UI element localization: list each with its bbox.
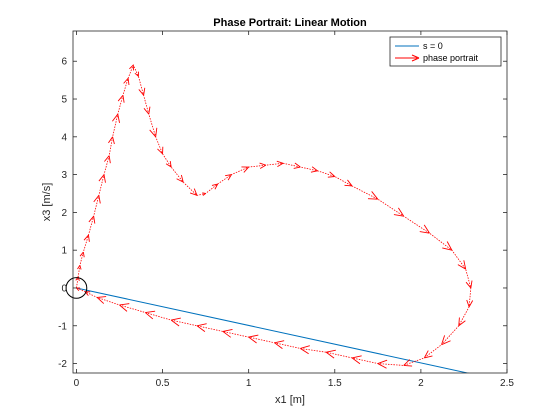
phase-arrowhead [189, 188, 198, 196]
phase-arrowhead [149, 127, 158, 138]
y-axis-label: x3 [m/s] [41, 183, 53, 222]
phase-arrowhead [176, 174, 184, 183]
phase-arrowhead [327, 171, 336, 178]
phase-arrowhead [145, 310, 156, 320]
y-tick-label: 5 [61, 95, 67, 106]
phase-arrowhead [119, 303, 130, 312]
phase-arrowhead [248, 334, 259, 344]
phase-arrowhead [83, 234, 90, 242]
phase-arrowhead [76, 287, 81, 291]
phase-arrowhead [170, 317, 181, 327]
phase-arrowhead [457, 260, 467, 270]
phase-arrowhead [104, 155, 111, 164]
phase-arrowhead [88, 215, 96, 224]
x-tick-label: 0.5 [156, 378, 170, 389]
phase-arrowhead [98, 174, 106, 183]
y-tick-label: 3 [61, 170, 67, 181]
phase-arrowhead [310, 166, 318, 173]
phase-arrowhead [157, 146, 164, 155]
y-tick-label: 2 [61, 208, 67, 219]
y-tick-label: 0 [61, 283, 67, 294]
phase-arrowhead [419, 224, 430, 234]
phase-arrowhead [211, 183, 219, 190]
phase-arrowhead [112, 113, 120, 123]
y-tick-label: -2 [58, 359, 67, 370]
phase-arrowhead [458, 317, 466, 327]
phase-arrowhead [403, 359, 413, 367]
series-layer [65, 63, 474, 373]
phase-arrowhead [196, 323, 207, 333]
legend-box [389, 36, 502, 67]
y-tick-label: 6 [61, 57, 67, 68]
phase-arrowhead [123, 77, 130, 86]
phase-arrowhead [241, 166, 250, 173]
phase-arrowhead [423, 350, 433, 359]
x-tick-label: 0 [74, 378, 80, 389]
phase-arrowhead [325, 349, 336, 359]
origin-circle-marker [65, 277, 88, 299]
x-tick-label: 2.5 [500, 378, 514, 389]
legend-label-phase: phase portrait [423, 53, 479, 63]
phase-arrowhead [134, 71, 139, 77]
y-tick-label: -1 [58, 321, 67, 332]
phase-arrowhead [465, 280, 473, 289]
phase-arrowhead [96, 296, 107, 304]
plot-area [73, 31, 507, 373]
x-tick-label: 1.5 [328, 378, 342, 389]
phase-arrowhead [93, 195, 101, 204]
phase-arrowhead [259, 162, 267, 169]
axes-box [72, 30, 508, 374]
phase-arrowhead [143, 106, 151, 115]
x-axis-label: x1 [m] [275, 394, 305, 406]
legend-swatch-phase-arrowhead [411, 54, 420, 62]
phase-arrowhead [108, 136, 115, 145]
phase-arrowhead [293, 162, 301, 169]
chart-title: Phase Portrait: Linear Motion [213, 17, 367, 29]
x-tick-label: 1 [246, 378, 252, 389]
series-s0-line [76, 287, 470, 373]
phase-arrowhead [377, 359, 388, 369]
phase-arrowhead [274, 340, 285, 350]
series-group [75, 63, 474, 373]
phase-arrowhead [367, 191, 379, 200]
phase-arrowhead [300, 345, 310, 355]
legend: s = 0 phase portrait [389, 36, 502, 67]
phase-arrowhead [117, 94, 125, 103]
phase-arrowhead [276, 160, 284, 168]
phase-arrowhead [442, 241, 453, 251]
phase-arrowhead [77, 265, 82, 270]
phase-arrowhead [222, 328, 233, 338]
legend-label-s0: s = 0 [423, 41, 443, 51]
phase-arrowhead [138, 87, 146, 96]
phase-arrowhead [351, 355, 362, 365]
phase-arrowhead [225, 174, 232, 181]
phase-arrowhead [165, 160, 172, 168]
phase-arrowhead [344, 179, 353, 187]
x-tick-label: 2 [418, 378, 424, 389]
phase-arrowhead [441, 335, 451, 346]
y-tick-label: 4 [61, 132, 67, 143]
phase-arrowhead [129, 64, 135, 71]
phase-arrowhead [466, 299, 474, 308]
phase-arrowhead [79, 251, 85, 258]
series-phase-trajectory [76, 63, 472, 366]
y-tick-label: 1 [61, 246, 67, 257]
phase-arrowhead [202, 192, 206, 196]
axes-layer: 0 0.5 1 1.5 2 2.5 -2 -1 0 1 2 3 4 5 6 [58, 30, 514, 389]
phase-arrowhead [393, 207, 405, 217]
